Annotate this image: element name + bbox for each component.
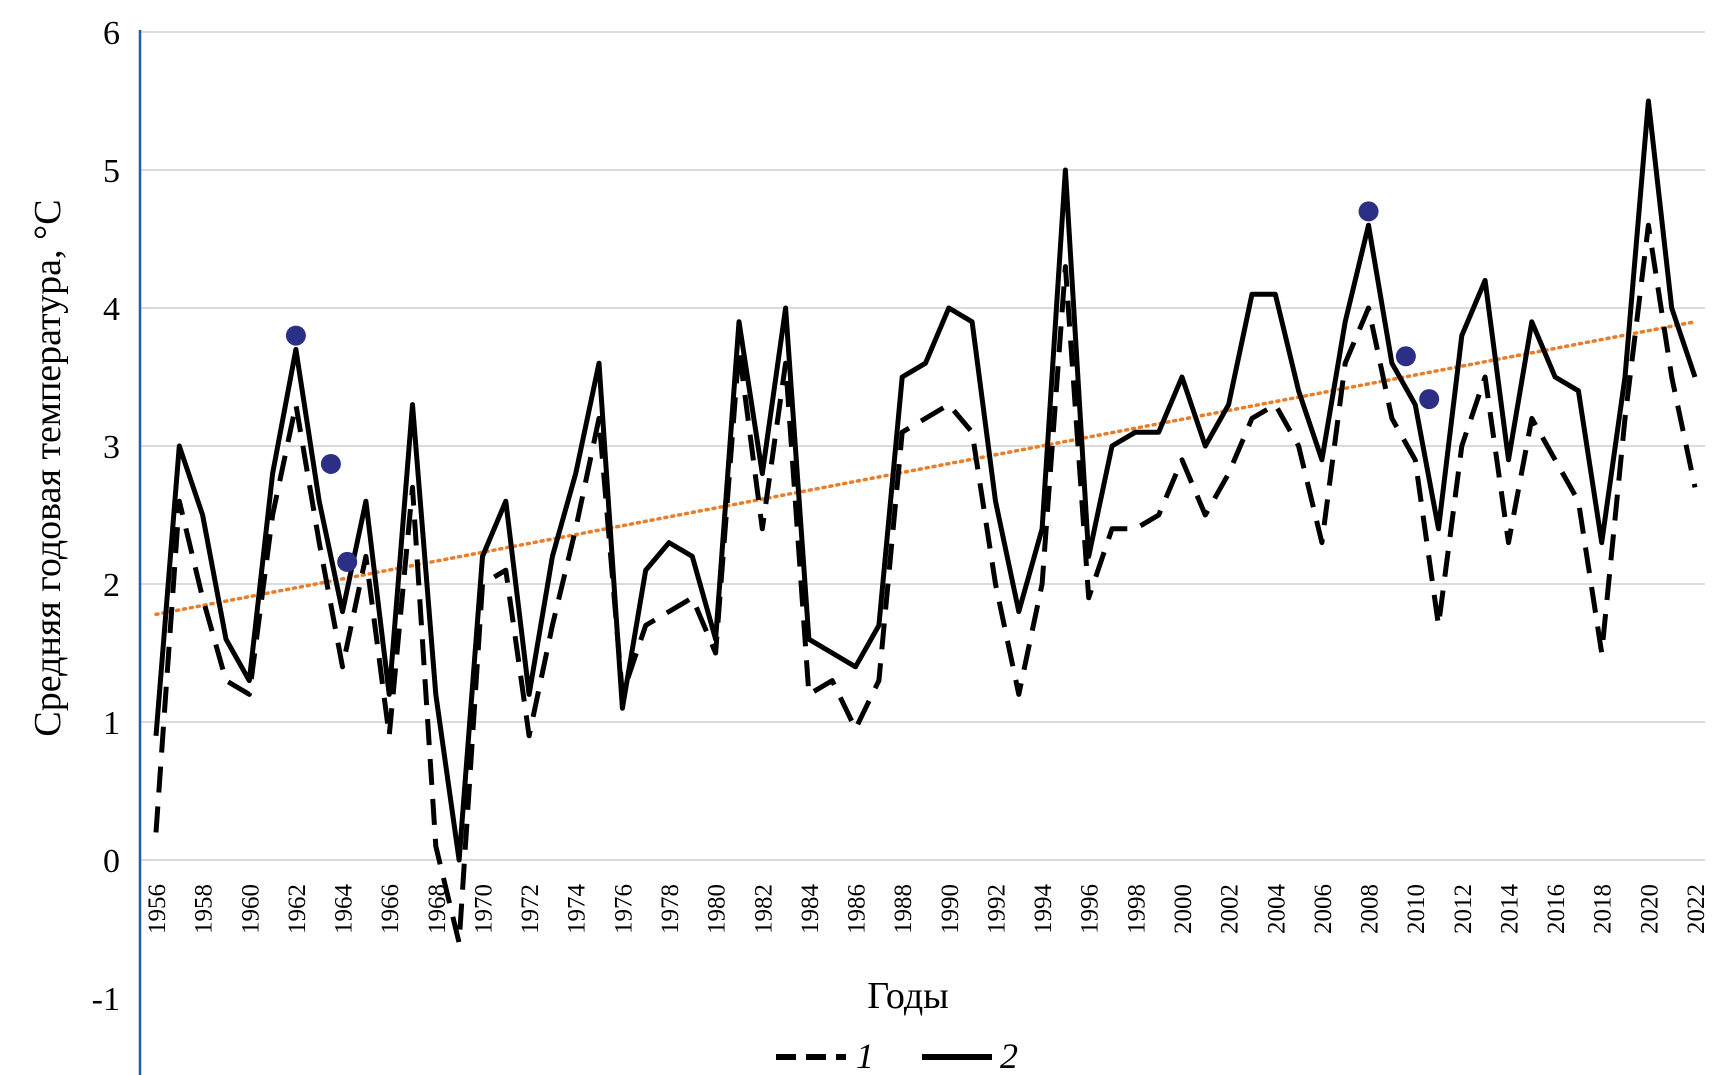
- x-tick-label: 1994: [1030, 884, 1057, 935]
- x-tick-label: 2014: [1496, 884, 1523, 935]
- grid-lines: [140, 31, 1705, 861]
- x-tick-label: 1986: [844, 884, 871, 934]
- highlight-point: [1358, 201, 1379, 222]
- x-tick-label: 1964: [331, 884, 358, 935]
- x-tick-label: 1974: [564, 884, 591, 935]
- y-tick-labels: -1 0 1 2 3 4 5 6: [92, 15, 120, 1018]
- series-2-line: [153, 98, 1698, 863]
- x-axis-label: Годы: [867, 975, 948, 1017]
- x-tick-label: 2000: [1170, 884, 1197, 934]
- x-tick-label: 2020: [1636, 884, 1663, 934]
- x-tick-label: 1996: [1077, 884, 1104, 934]
- x-tick-label: 1966: [377, 884, 404, 934]
- highlight-point: [1419, 389, 1440, 410]
- x-tick-label: 1970: [470, 884, 497, 934]
- y-tick-label: 2: [103, 567, 120, 604]
- y-tick-label: 4: [103, 291, 120, 328]
- y-tick-label: 1: [103, 705, 120, 742]
- x-tick-label: 2008: [1357, 884, 1384, 934]
- x-tick-label: 1978: [657, 884, 684, 934]
- x-tick-label: 1982: [750, 884, 777, 934]
- x-tick-labels: 1956 1958 1960 1962 1964 1966 1968 1970 1972 1974…: [144, 884, 1710, 935]
- x-tick-label: 2022: [1683, 884, 1710, 934]
- x-tick-label: 1984: [797, 884, 824, 935]
- x-tick-label: 1972: [517, 884, 544, 934]
- y-tick-label: -1: [92, 981, 120, 1018]
- x-tick-label: 2016: [1543, 884, 1570, 934]
- x-tick-label: 1990: [937, 884, 964, 934]
- legend-label-series-1: 1: [856, 1036, 874, 1075]
- x-tick-label: 1956: [144, 884, 171, 934]
- highlight-point: [337, 551, 358, 572]
- x-tick-label: 1958: [191, 884, 218, 934]
- legend-label-series-2: 2: [1000, 1036, 1018, 1075]
- y-tick-label: 0: [103, 843, 120, 880]
- y-tick-label: 5: [103, 153, 120, 190]
- x-tick-label: 1962: [284, 884, 311, 934]
- x-tick-label: 2004: [1263, 884, 1290, 935]
- x-tick-label: 1988: [890, 884, 917, 934]
- x-tick-label: 2010: [1403, 884, 1430, 934]
- x-tick-label: 1976: [610, 884, 637, 934]
- x-tick-label: 1998: [1123, 884, 1150, 934]
- x-tick-label: 1980: [704, 884, 731, 934]
- x-tick-label: 1992: [983, 884, 1010, 934]
- trend-line: [154, 320, 1697, 617]
- highlight-points: [285, 201, 1440, 572]
- x-tick-label: 2018: [1590, 884, 1617, 934]
- x-tick-label: 1960: [237, 884, 264, 934]
- highlight-point: [320, 453, 341, 474]
- y-axis-label: Средняя годовая температура, °С: [27, 199, 69, 736]
- highlight-point: [285, 325, 306, 346]
- y-tick-label: 6: [103, 15, 120, 52]
- x-tick-label: 2002: [1217, 884, 1244, 934]
- series-1-line: [153, 222, 1698, 946]
- x-tick-label: 2012: [1450, 884, 1477, 934]
- legend: 1 2: [776, 1036, 1018, 1075]
- highlight-point: [1395, 346, 1416, 367]
- y-tick-label: 3: [103, 429, 120, 466]
- x-tick-label: 2006: [1310, 884, 1337, 934]
